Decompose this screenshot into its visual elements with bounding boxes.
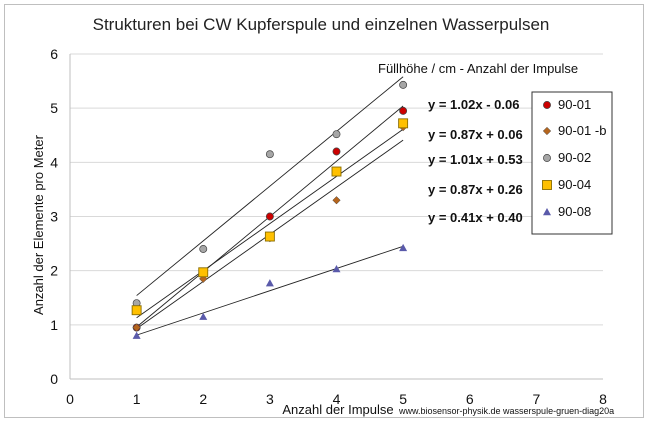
legend-marker	[543, 208, 551, 216]
legend-marker	[542, 180, 552, 190]
chart-title: Strukturen bei CW Kupferspule und einzel…	[93, 15, 550, 34]
data-point	[265, 279, 274, 287]
chart-svg: Strukturen bei CW Kupferspule und einzel…	[31, 15, 614, 417]
y-tick-label: 3	[50, 209, 58, 225]
data-point	[198, 267, 209, 278]
legend-label: 90-01 -b	[558, 123, 606, 138]
x-tick-label: 6	[466, 391, 474, 407]
data-point	[264, 231, 275, 242]
trendline	[136, 76, 404, 296]
legend-label: 90-04	[558, 177, 591, 192]
x-tick-label: 8	[599, 391, 607, 407]
legend-title: Füllhöhe / cm - Anzahl der Impulse	[378, 61, 578, 76]
legend-marker	[542, 126, 552, 136]
data-point	[332, 130, 341, 139]
data-point	[399, 106, 408, 115]
data-point	[331, 166, 342, 177]
trendline-equation: y = 0.87x + 0.06	[428, 127, 523, 142]
data-point	[265, 212, 274, 221]
trendline	[136, 128, 404, 319]
legend: 90-01 90-01 -b 90-02 90-04 90-08	[531, 91, 613, 235]
legend-marker	[543, 101, 551, 109]
legend-label: 90-08	[558, 204, 591, 219]
trendlines	[136, 76, 404, 336]
data-point	[399, 80, 408, 89]
data-point	[199, 312, 208, 320]
trendline	[136, 245, 404, 336]
data-point	[332, 265, 341, 273]
y-tick-label: 4	[50, 154, 58, 170]
legend-box	[531, 91, 613, 235]
y-tick-label: 6	[50, 46, 58, 62]
y-tick-label: 2	[50, 263, 58, 279]
data-point	[131, 305, 142, 316]
trendline-equation: y = 0.41x + 0.40	[428, 210, 523, 225]
y-tick-label: 1	[50, 317, 58, 333]
data-points	[131, 80, 409, 339]
trendline-equation: y = 1.01x + 0.53	[428, 152, 523, 167]
data-point	[398, 118, 409, 129]
x-tick-label: 7	[532, 391, 540, 407]
y-tick-label: 0	[50, 371, 58, 387]
x-tick-label: 1	[133, 391, 141, 407]
data-point	[132, 331, 141, 339]
y-axis-label: Anzahl der Elemente pro Meter	[31, 134, 46, 315]
trendline-equation: y = 0.87x + 0.26	[428, 182, 523, 197]
data-point	[399, 243, 408, 252]
legend-label: 90-01	[558, 97, 591, 112]
legend-marker	[543, 154, 551, 162]
grid-lines	[70, 53, 603, 326]
data-point	[332, 196, 341, 205]
data-point	[265, 150, 274, 159]
trendline-equation: y = 1.02x - 0.06	[428, 97, 519, 112]
chart-frame: Strukturen bei CW Kupferspule und einzel…	[4, 4, 644, 418]
x-tick-label: 4	[333, 391, 341, 407]
tick-labels: 0 1 2 3 4 5 6 0 1 2 3 4 5 6 7 8	[50, 46, 607, 407]
data-point	[199, 245, 208, 253]
data-point	[132, 323, 141, 332]
x-tick-label: 0	[66, 391, 74, 407]
trendline-equations: y = 1.02x - 0.06 y = 0.87x + 0.06 y = 1.01…	[428, 97, 523, 225]
x-tick-label: 5	[399, 391, 407, 407]
data-point	[332, 147, 341, 156]
credit-text: www.biosensor-physik.de wasserspule-grue…	[398, 406, 614, 416]
axes	[69, 54, 603, 380]
x-tick-label: 3	[266, 391, 274, 407]
y-tick-label: 5	[50, 100, 58, 116]
x-tick-label: 2	[199, 391, 207, 407]
legend-label: 90-02	[558, 150, 591, 165]
x-axis-label: Anzahl der Impulse	[282, 402, 393, 417]
